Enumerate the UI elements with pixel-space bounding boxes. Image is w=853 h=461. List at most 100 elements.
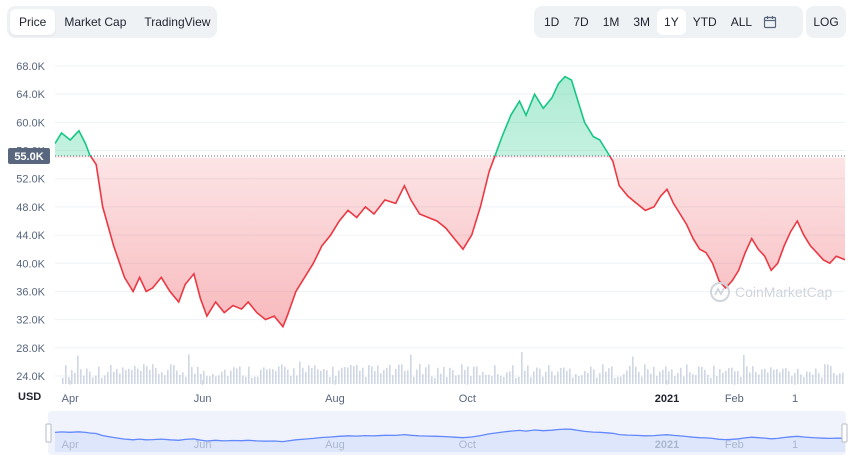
- volume-bar: [713, 365, 715, 384]
- tab-tradingview[interactable]: TradingView: [144, 15, 211, 29]
- y-tick-label: 52.0K: [16, 174, 45, 186]
- volume-bar: [665, 366, 667, 384]
- y-tick-label: 44.0K: [16, 230, 45, 242]
- volume-bar: [404, 370, 406, 384]
- log-scale-toggle[interactable]: LOG: [806, 6, 846, 38]
- volume-bar: [458, 374, 460, 384]
- volume-bar: [356, 364, 358, 384]
- volume-bar: [215, 376, 217, 384]
- volume-bar: [302, 367, 304, 384]
- volume-bar: [803, 377, 805, 384]
- volume-bar: [710, 377, 712, 384]
- volume-bar: [626, 370, 628, 384]
- volume-bar: [251, 377, 253, 384]
- volume-bar: [128, 368, 130, 384]
- x-tick-label: Feb: [725, 393, 744, 405]
- volume-bar: [704, 369, 706, 384]
- volume-bar: [65, 365, 67, 384]
- volume-bar: [239, 366, 241, 384]
- volume-bar: [344, 367, 346, 384]
- volume-bar: [341, 367, 343, 384]
- volume-bar: [767, 372, 769, 384]
- volume-bar: [728, 368, 730, 384]
- volume-bar: [497, 374, 499, 384]
- volume-bar: [92, 377, 94, 384]
- navigator-right-handle[interactable]: [841, 423, 848, 443]
- volume-bar: [311, 367, 313, 384]
- volume-bar: [260, 369, 262, 384]
- navigator[interactable]: Apr Jun Aug Oct 2021 Feb 1: [45, 411, 848, 455]
- volume-bar: [575, 374, 577, 384]
- range-7d-button[interactable]: 7D: [573, 15, 589, 29]
- volume-bar: [368, 365, 370, 384]
- volume-bar: [278, 366, 280, 384]
- volume-bar: [122, 367, 124, 384]
- tab-price[interactable]: Price: [10, 9, 56, 35]
- volume-bar: [353, 366, 355, 384]
- volume-bar: [98, 366, 100, 384]
- volume-bar: [134, 365, 136, 384]
- range-1d-button[interactable]: 1D: [544, 15, 560, 29]
- calendar-icon[interactable]: [759, 11, 781, 33]
- volume-bar: [269, 368, 271, 384]
- volume-bar: [806, 371, 808, 384]
- volume-bar: [629, 365, 631, 384]
- volume-bar: [194, 373, 196, 384]
- y-tick-label: 64.0K: [16, 89, 45, 101]
- volume-bar: [365, 377, 367, 384]
- volume-bar: [218, 375, 220, 384]
- volume-bar: [200, 374, 202, 384]
- volume-bar: [104, 375, 106, 384]
- volume-bar: [71, 370, 73, 384]
- volume-bar: [818, 373, 820, 384]
- volume-bar: [440, 373, 442, 384]
- volume-bar: [350, 365, 352, 384]
- volume-bar: [293, 368, 295, 384]
- volume-bar: [164, 375, 166, 384]
- volume-bar: [500, 375, 502, 384]
- volume-bar: [536, 367, 538, 384]
- volume-bar: [707, 374, 709, 384]
- volume-bar: [116, 368, 118, 384]
- range-ytd-button[interactable]: YTD: [692, 15, 717, 29]
- tab-market-cap[interactable]: Market Cap: [64, 15, 127, 29]
- volume-bar: [434, 377, 436, 384]
- volume-bar: [830, 365, 832, 384]
- watermark-text: CoinMarketCap: [735, 284, 832, 300]
- volume-bar: [74, 372, 76, 384]
- volume-bar: [692, 374, 694, 384]
- volume-bar: [416, 369, 418, 384]
- range-3m-button[interactable]: 3M: [633, 15, 651, 29]
- range-1y-button[interactable]: 1Y: [657, 9, 686, 35]
- watermark: CoinMarketCap: [710, 282, 832, 302]
- navigator-line: [54, 428, 846, 443]
- volume-bar: [155, 367, 157, 384]
- volume-bar: [602, 364, 604, 384]
- volume-bar: [317, 369, 319, 384]
- price-area-above: [55, 76, 610, 156]
- volume-bar: [647, 369, 649, 384]
- volume-bar: [407, 370, 409, 384]
- volume-bar: [650, 373, 652, 384]
- volume-bar: [80, 369, 82, 384]
- volume-bar: [254, 376, 256, 384]
- range-all-button[interactable]: ALL: [730, 15, 753, 29]
- volume-bar: [545, 371, 547, 384]
- volume-bar: [539, 368, 541, 384]
- volume-bar: [320, 370, 322, 384]
- volume-bar: [83, 375, 85, 384]
- y-tick-label: 68.0K: [16, 61, 45, 73]
- volume-bar: [425, 367, 427, 384]
- range-1m-button[interactable]: 1M: [602, 15, 620, 29]
- volume-bar: [827, 364, 829, 384]
- volume-bar: [431, 376, 433, 384]
- navigator-left-handle[interactable]: [45, 423, 52, 443]
- volume-bar: [836, 375, 838, 384]
- volume-bar: [521, 352, 523, 384]
- y-tick-label: 60.0K: [16, 117, 45, 129]
- volume-bar: [131, 369, 133, 384]
- volume-bar: [242, 375, 244, 384]
- volume-bar: [551, 371, 553, 384]
- volume-bar: [287, 369, 289, 384]
